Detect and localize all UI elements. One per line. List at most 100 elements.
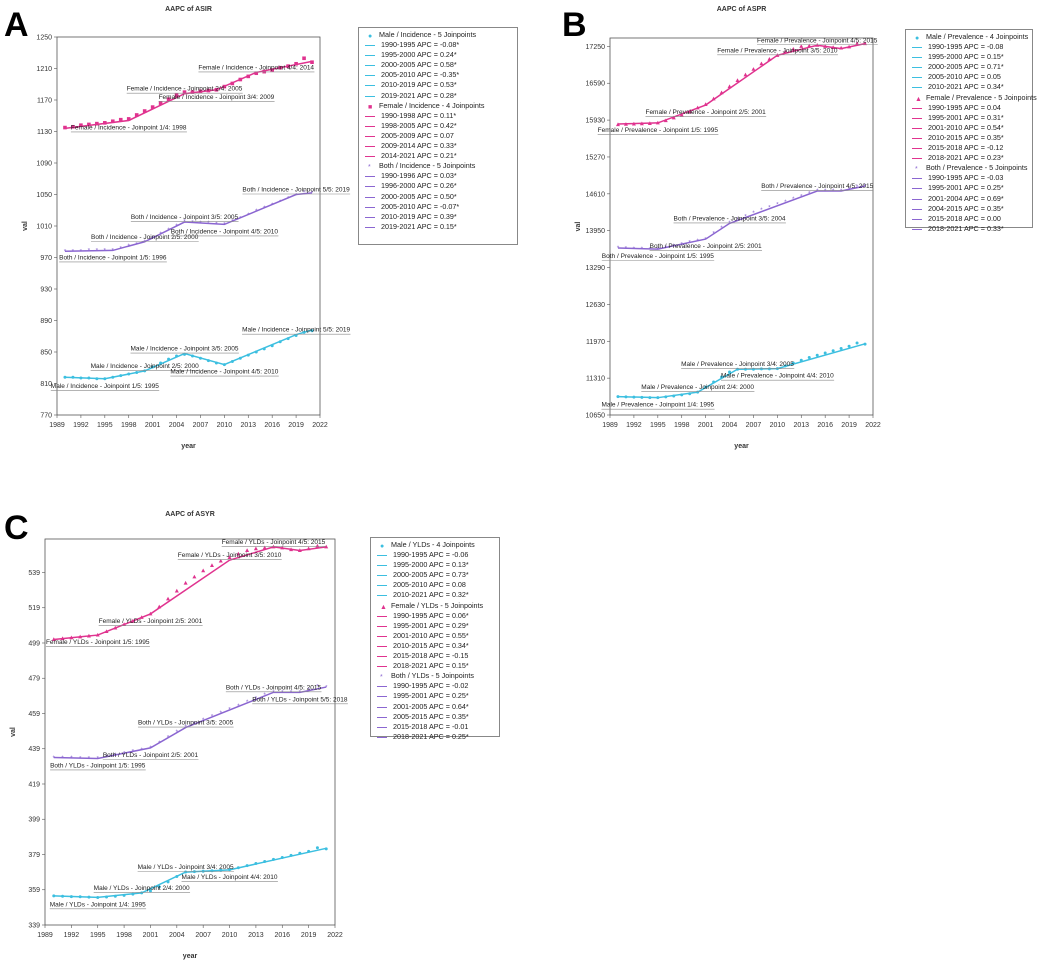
- data-point: *: [223, 222, 226, 229]
- data-point: [175, 354, 179, 358]
- legend-segment: 1995-2000 APC = 0.15*: [910, 52, 1027, 62]
- series-female-prevalence: [615, 41, 868, 127]
- legend-segment: 2001-2010 APC = 0.55*: [375, 631, 494, 641]
- data-point: *: [625, 245, 628, 252]
- x-tick-label: 2016: [264, 422, 280, 429]
- legend-line-swatch: [912, 218, 922, 220]
- data-point: *: [696, 238, 699, 245]
- data-point: [254, 350, 258, 354]
- series-female-ylds: [51, 543, 329, 641]
- x-tick-label: 2007: [195, 932, 211, 939]
- joinpoint-annotation: Male / Incidence - Joinpoint 1/5: 1995: [50, 383, 160, 391]
- joinpoint-label: Male / YLDs - Joinpoint 2/4: 2000: [94, 885, 190, 892]
- legend-group: * Both / YLDs - 5 Joinpoints: [375, 671, 494, 681]
- x-tick-label: 1998: [121, 422, 137, 429]
- legend-marker-dot: ●: [368, 33, 373, 40]
- data-point: *: [299, 690, 302, 697]
- data-point: *: [88, 755, 91, 762]
- legend-line-swatch: [377, 625, 387, 627]
- x-tick-label: 2016: [274, 932, 290, 939]
- joinpoint-label: Female / YLDs - Joinpoint 2/5: 2001: [99, 618, 203, 625]
- data-point: [632, 395, 636, 399]
- legend-segment: 1995-2001 APC = 0.25*: [375, 691, 494, 701]
- legend-line-swatch: [365, 45, 375, 47]
- data-point: [227, 555, 232, 560]
- joinpoint-annotation: Both / YLDs - Joinpoint 2/5: 2001: [102, 752, 199, 760]
- legend-line-swatch: [912, 228, 922, 230]
- legend-label: 2005-2010 APC = 0.05: [928, 72, 1001, 82]
- joinpoint-label: Both / Prevalence - Joinpoint 4/5: 2015: [761, 183, 873, 190]
- joinpoint-label: Male / Prevalence - Joinpoint 3/4: 2005: [681, 361, 794, 368]
- data-point: *: [303, 189, 306, 196]
- legend-group: ▲ Female / Prevalence - 5 Joinpoints: [910, 93, 1037, 103]
- data-point: [113, 894, 117, 898]
- legend-line-swatch: [377, 686, 387, 688]
- data-point: *: [688, 240, 691, 247]
- legend-marker-dot: ●: [380, 543, 385, 550]
- x-axis-label: year: [181, 443, 196, 450]
- x-tick-label: 2016: [817, 422, 833, 429]
- y-tick-label: 399: [28, 817, 40, 824]
- data-point: [671, 115, 676, 120]
- data-point: [271, 857, 275, 861]
- joinpoint-annotation: Male / Prevalence - Joinpoint 3/4: 2005: [681, 361, 795, 370]
- x-tick-label: 2007: [746, 422, 762, 429]
- data-point: [142, 109, 147, 113]
- legend-segment: 1990-1996 APC = 0.03*: [363, 171, 512, 181]
- legend-line-swatch: [365, 146, 375, 148]
- legend-label: 2015-2018 APC = -0.12: [928, 143, 1004, 153]
- x-tick-label: 1989: [602, 422, 618, 429]
- y-tick-label: 419: [28, 781, 40, 788]
- y-tick-label: 10650: [586, 413, 606, 420]
- data-point: *: [72, 248, 75, 255]
- data-point: *: [657, 246, 660, 253]
- data-point: *: [167, 734, 170, 741]
- legend-segment: 1995-2001 APC = 0.25*: [910, 183, 1027, 193]
- legend-segment: 1990-1998 APC = 0.11*: [363, 111, 512, 121]
- panel-letter: B: [562, 6, 587, 44]
- y-tick-label: 14610: [586, 191, 606, 198]
- legend-line-swatch: [912, 178, 922, 180]
- data-point: *: [295, 192, 298, 199]
- data-point: [113, 625, 118, 630]
- legend-marker-star: *: [380, 674, 383, 682]
- data-point: *: [728, 220, 731, 227]
- data-point: [616, 395, 620, 399]
- legend-label: Female / YLDs - 5 Joinpoints: [391, 600, 484, 610]
- data-point: *: [263, 205, 266, 212]
- data-point: [127, 372, 131, 376]
- legend-line-swatch: [365, 85, 375, 87]
- legend-label: 2005-2015 APC = 0.35*: [393, 711, 469, 721]
- joinpoint-label: Both / Prevalence - Joinpoint 1/5: 1995: [602, 253, 714, 260]
- legend-segment: 2001-2004 APC = 0.69*: [910, 194, 1027, 204]
- panel-letter: A: [4, 6, 29, 44]
- legend-segment: 1995-2000 APC = 0.24*: [363, 50, 512, 60]
- legend-line-swatch: [377, 575, 387, 577]
- data-point: *: [712, 231, 715, 238]
- x-tick-label: 2010: [217, 422, 233, 429]
- legend-label: Male / Incidence - 5 Joinpoints: [379, 30, 477, 39]
- series-both-ylds: * * * * * * * * * * * * * * * * * * * * * * * * * * * * * * * *: [53, 683, 328, 762]
- joinpoint-label: Male / Incidence - Joinpoint 3/5: 2005: [130, 346, 238, 353]
- joinpoint-annotation: Both / Prevalence - Joinpoint 1/5: 1995: [602, 253, 715, 261]
- data-point: [302, 56, 306, 61]
- data-point: [847, 344, 851, 348]
- legend-line-swatch: [912, 148, 922, 150]
- data-point: *: [167, 227, 170, 234]
- data-point: *: [175, 223, 178, 230]
- legend-line-swatch: [377, 615, 387, 617]
- data-point: [111, 375, 115, 379]
- joinpoint-annotation: Female / Incidence - Joinpoint 4/4: 2014: [198, 64, 315, 73]
- legend-group: ● Male / Prevalence - 4 Joinpoints: [910, 32, 1028, 42]
- joinpoint-label: Male / Prevalence - Joinpoint 1/4: 1995: [601, 402, 714, 409]
- legend-label: 1995-2001 APC = 0.25*: [393, 691, 469, 701]
- legend-label: 2010-2021 APC = 0.32*: [393, 590, 469, 600]
- data-point: [167, 357, 171, 361]
- data-point: *: [191, 219, 194, 226]
- legend-segment: 2000-2005 APC = 0.50*: [363, 192, 512, 202]
- data-point: *: [281, 690, 284, 697]
- data-point: [783, 364, 787, 368]
- legend-segment: 1990-1995 APC = 0.06*: [375, 611, 494, 621]
- legend-line-swatch: [365, 196, 375, 198]
- chart-title: AAPC of ASPR: [717, 6, 767, 13]
